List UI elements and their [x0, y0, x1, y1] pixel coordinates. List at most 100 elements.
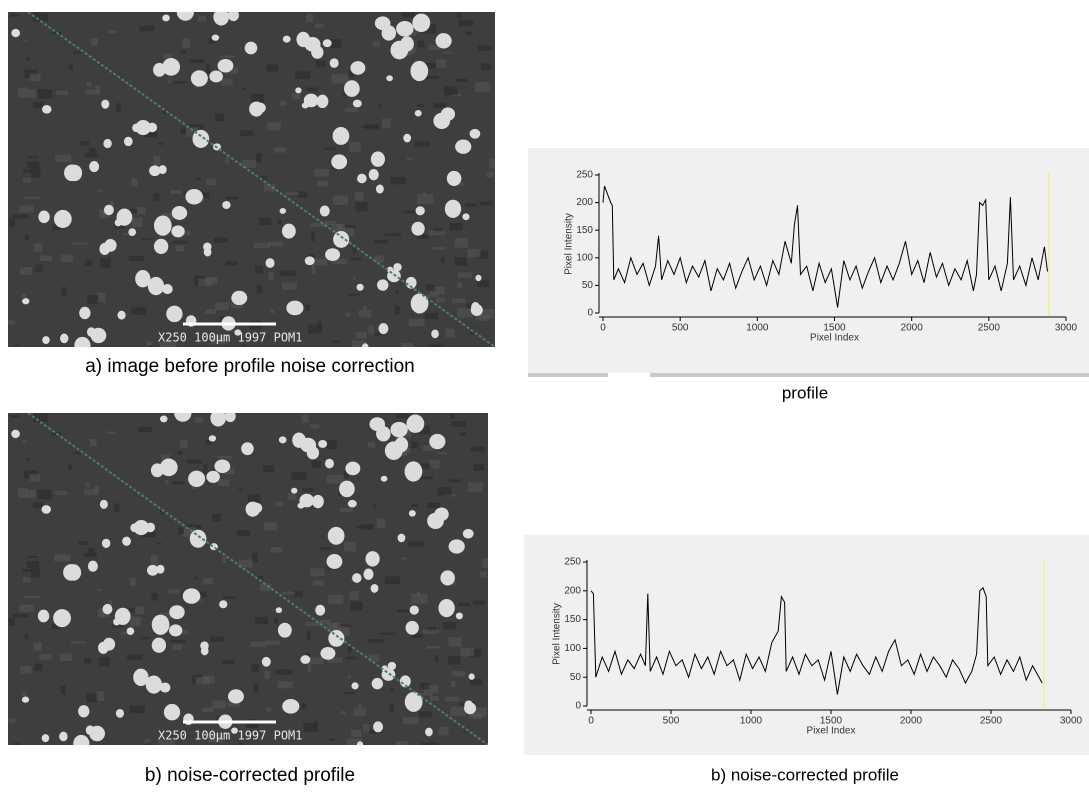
texture	[22, 39, 27, 42]
particle	[406, 414, 425, 433]
particle	[386, 75, 393, 82]
texture	[355, 202, 368, 212]
particle	[411, 221, 425, 236]
particle	[469, 128, 481, 139]
texture	[149, 345, 154, 347]
texture	[206, 178, 217, 186]
particle	[440, 107, 456, 121]
texture	[352, 245, 357, 254]
texture	[221, 78, 233, 86]
texture	[89, 438, 97, 447]
texture	[460, 647, 475, 657]
particle	[351, 682, 359, 690]
particle	[322, 39, 332, 48]
particle	[331, 154, 348, 170]
texture	[50, 432, 62, 436]
particle	[390, 421, 408, 438]
texture	[411, 633, 424, 638]
texture	[480, 63, 491, 71]
texture	[115, 103, 121, 112]
particle	[213, 12, 230, 26]
texture	[422, 629, 439, 635]
texture	[435, 655, 439, 662]
texture	[109, 201, 114, 210]
texture	[183, 527, 196, 537]
texture	[305, 304, 310, 311]
texture	[108, 30, 117, 34]
texture	[251, 664, 260, 673]
texture	[253, 683, 259, 693]
particle	[38, 210, 50, 224]
texture	[79, 141, 90, 146]
particle	[217, 58, 234, 73]
texture	[401, 343, 414, 347]
texture	[347, 293, 361, 296]
particle	[265, 258, 275, 268]
particle	[103, 138, 112, 149]
particle	[282, 698, 300, 714]
texture	[83, 552, 97, 558]
texture	[85, 482, 91, 487]
texture	[476, 250, 488, 259]
texture	[268, 272, 274, 281]
profile-line	[27, 413, 488, 745]
texture	[450, 681, 456, 688]
particle	[361, 343, 369, 347]
particle	[403, 133, 412, 143]
texture	[171, 481, 184, 485]
x-tick-label: 2500	[980, 716, 1003, 727]
particle	[434, 507, 449, 521]
texture	[8, 320, 16, 325]
texture	[160, 509, 165, 515]
y-tick-label: 100	[564, 643, 581, 654]
texture	[419, 683, 428, 689]
texture	[238, 742, 243, 745]
texture	[71, 242, 88, 245]
particle	[371, 677, 384, 690]
texture	[429, 284, 436, 291]
texture	[161, 454, 170, 461]
texture	[477, 45, 492, 51]
texture	[300, 703, 306, 709]
particle	[316, 94, 329, 109]
texture	[13, 344, 20, 347]
texture	[98, 608, 105, 618]
particle	[405, 276, 417, 289]
particle	[304, 256, 315, 266]
texture	[312, 265, 316, 274]
texture	[106, 431, 116, 434]
texture	[99, 656, 110, 667]
texture	[144, 739, 151, 744]
texture	[468, 712, 483, 719]
particle	[87, 560, 98, 572]
texture	[489, 158, 495, 169]
texture	[19, 604, 34, 612]
texture	[26, 561, 40, 568]
particle	[339, 480, 355, 498]
texture	[351, 340, 367, 347]
particle	[404, 691, 423, 712]
texture	[238, 559, 253, 568]
texture	[162, 109, 167, 115]
texture	[214, 302, 230, 311]
texture	[275, 669, 292, 675]
texture	[95, 85, 101, 91]
texture	[54, 554, 71, 562]
texture	[350, 257, 362, 261]
particle	[159, 415, 168, 423]
texture	[237, 530, 251, 537]
particle	[377, 279, 389, 291]
texture	[211, 334, 226, 345]
particle	[333, 231, 350, 248]
texture	[424, 62, 442, 69]
texture	[99, 209, 106, 219]
texture	[324, 220, 336, 226]
particle	[101, 99, 110, 109]
particle	[116, 208, 133, 226]
texture	[208, 38, 216, 44]
texture	[8, 718, 16, 723]
particle	[59, 333, 69, 344]
texture	[222, 556, 227, 564]
texture	[336, 624, 352, 629]
texture	[30, 567, 41, 578]
